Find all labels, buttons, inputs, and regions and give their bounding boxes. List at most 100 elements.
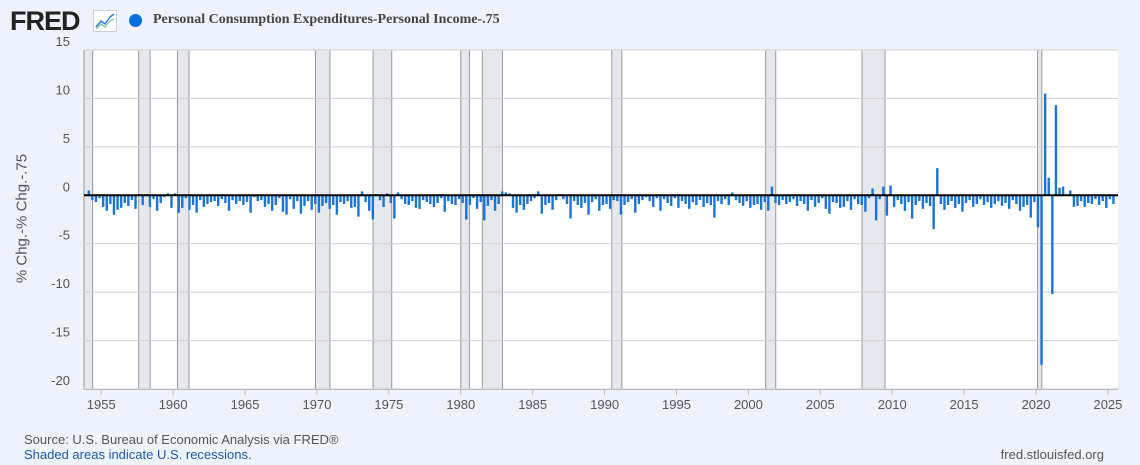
bar xyxy=(314,195,317,205)
bar xyxy=(810,195,813,201)
site-url[interactable]: fred.stlouisfed.org xyxy=(1000,447,1104,462)
bar xyxy=(659,195,662,211)
bar xyxy=(170,195,173,208)
bar xyxy=(317,195,321,213)
bar xyxy=(522,195,526,210)
bar xyxy=(637,195,641,205)
bar xyxy=(209,195,213,203)
legend-series-title[interactable]: Personal Consumption Expenditures-Person… xyxy=(153,12,500,27)
x-tick-label: 1995 xyxy=(662,397,691,412)
x-tick-label: 2020 xyxy=(1022,397,1051,412)
bar xyxy=(537,191,540,196)
bar xyxy=(946,195,950,205)
bar xyxy=(224,195,227,204)
bar xyxy=(418,195,421,209)
bar xyxy=(997,195,1000,202)
bar xyxy=(821,195,824,199)
bar xyxy=(824,195,828,209)
bar xyxy=(497,195,500,205)
bar xyxy=(501,191,504,196)
bar xyxy=(634,195,637,213)
bar xyxy=(353,195,357,207)
bar xyxy=(1058,187,1061,196)
graph-icon xyxy=(93,10,117,32)
bar xyxy=(612,195,615,201)
bar xyxy=(350,195,353,208)
bar xyxy=(425,195,428,203)
bar xyxy=(1036,195,1040,228)
bar xyxy=(91,195,94,201)
bar xyxy=(105,195,108,211)
bar xyxy=(594,195,597,200)
bar xyxy=(813,195,817,207)
bar xyxy=(130,195,134,201)
bar xyxy=(554,195,558,201)
bar xyxy=(547,195,551,204)
bar xyxy=(288,195,292,200)
bar xyxy=(943,195,946,210)
bar xyxy=(641,195,644,201)
bar xyxy=(486,195,490,206)
bar xyxy=(774,195,777,204)
bar xyxy=(749,195,752,208)
bar xyxy=(551,195,554,210)
bar xyxy=(698,195,702,201)
bar xyxy=(119,195,123,208)
bar xyxy=(954,195,957,208)
bar xyxy=(328,195,331,209)
bar xyxy=(1105,195,1108,208)
bar xyxy=(245,195,249,203)
bar xyxy=(296,195,299,202)
bar xyxy=(1029,195,1032,218)
bar xyxy=(878,195,881,200)
bar xyxy=(490,195,493,201)
bar xyxy=(378,195,382,201)
bar xyxy=(1040,195,1043,365)
bar xyxy=(684,195,687,205)
bar xyxy=(357,195,360,217)
bar xyxy=(195,195,198,213)
x-tick-label: 2010 xyxy=(878,397,907,412)
bar xyxy=(601,195,605,205)
x-tick-label: 1965 xyxy=(231,397,260,412)
bar xyxy=(1025,195,1029,205)
bar xyxy=(720,195,723,205)
bar xyxy=(842,195,846,207)
bar xyxy=(299,195,303,214)
bar xyxy=(856,195,860,205)
bar xyxy=(504,192,508,196)
bar xyxy=(191,195,195,205)
recession-shade xyxy=(611,50,622,389)
bar xyxy=(655,195,659,199)
y-tick-label: -5 xyxy=(58,228,70,243)
bar xyxy=(461,195,464,204)
bar xyxy=(950,195,953,202)
bar xyxy=(1018,195,1022,211)
bar xyxy=(188,195,191,210)
bar xyxy=(608,195,612,209)
bar xyxy=(756,195,759,205)
fred-logo[interactable]: FRED xyxy=(10,6,80,36)
bar xyxy=(939,195,943,205)
legend-marker xyxy=(129,14,142,27)
bar xyxy=(1004,195,1007,204)
bar xyxy=(918,195,921,202)
bar xyxy=(267,195,270,205)
x-tick-label: 2005 xyxy=(806,397,835,412)
bar xyxy=(292,195,295,209)
recession-shade xyxy=(765,50,776,389)
bar xyxy=(396,192,400,196)
bar xyxy=(713,195,716,218)
bar xyxy=(576,195,579,205)
bar xyxy=(741,195,745,206)
bar xyxy=(112,195,116,215)
bar xyxy=(346,195,349,202)
bar xyxy=(421,195,425,201)
recession-shade xyxy=(177,50,189,389)
bar xyxy=(159,195,162,204)
bar xyxy=(817,195,820,204)
recession-note-link[interactable]: Shaded areas indicate U.S. recessions. xyxy=(24,447,252,462)
bar xyxy=(447,195,450,202)
bar xyxy=(270,195,274,211)
bar xyxy=(400,195,403,200)
